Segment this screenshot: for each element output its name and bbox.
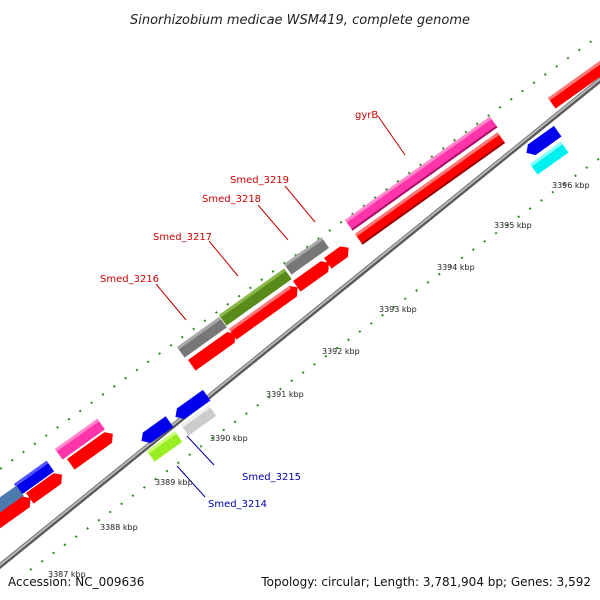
gene-label-gyrB[interactable]: gyrB [355,110,378,121]
gene-features [0,57,600,532]
gene-feature-red-small-1[interactable] [324,243,353,269]
gene-feature-red-top-right[interactable] [548,57,600,109]
gene-label-smed-3216[interactable]: Smed_3216 [100,274,159,285]
gene-feature-smed-3216[interactable] [177,316,227,358]
lower-scale-dots [29,157,600,571]
gene-feature-steelblue-edge[interactable] [0,485,24,514]
gene-feature-smed-3215[interactable] [172,389,211,423]
genome-backbone [0,76,600,570]
gene-feature-red-left-3[interactable] [0,493,35,532]
gene-labels: gyrB Smed_3219 Smed_3218 Smed_3217 Smed_… [100,110,378,510]
gene-feature-red-near-3392[interactable] [188,329,240,371]
accession-text: Accession: NC_009636 [8,575,144,589]
gene-label-smed-3214[interactable]: Smed_3214 [208,499,267,510]
tick-label-3389: 3389 kbp [155,478,193,487]
gene-feature-red-mid[interactable] [229,283,302,340]
gene-label-smed-3217[interactable]: Smed_3217 [153,232,212,243]
topology-text: Topology: circular; Length: 3,781,904 bp… [260,575,591,589]
tick-label-3396: 3396 kbp [552,181,590,190]
upper-scale-dots [0,34,600,470]
gene-feature-smed-3218[interactable] [219,268,292,326]
map-title: Sinorhizobium medicae WSM419, complete g… [130,13,470,28]
gene-feature-red-small-2[interactable] [293,258,333,292]
tick-label-3391: 3391 kbp [266,390,304,399]
tick-label-3390: 3390 kbp [210,434,248,443]
gene-label-smed-3219[interactable]: Smed_3219 [230,175,289,186]
tick-label-3394: 3394 kbp [437,263,475,272]
gene-feature-red-left-1[interactable] [67,429,117,470]
tick-label-3387: 3387 kbp [48,570,86,579]
gene-feature-smed-3214[interactable] [138,416,174,446]
tick-labels: 3387 kbp 3388 kbp 3389 kbp 3390 kbp 3391… [48,181,590,579]
tick-label-3388: 3388 kbp [100,523,138,532]
gene-feature-blue-left[interactable] [14,460,55,495]
tick-label-3395: 3395 kbp [494,221,532,230]
tick-label-3392: 3392 kbp [322,347,360,356]
leader-lines [155,115,406,498]
gene-label-smed-3215[interactable]: Smed_3215 [242,472,301,483]
gene-feature-red-gyrB-lower[interactable] [355,132,506,245]
gene-label-smed-3218[interactable]: Smed_3218 [202,194,261,205]
gene-feature-smed-3219[interactable] [284,237,329,275]
gene-feature-blue-right[interactable] [523,125,562,159]
gene-feature-lime[interactable] [147,431,183,462]
gene-feature-cyan-right[interactable] [530,141,569,175]
tick-label-3393: 3393 kbp [379,305,417,314]
gene-feature-magenta-left[interactable] [54,418,105,460]
gene-feature-red-left-2[interactable] [26,470,66,504]
gene-feature-lightgray[interactable] [181,405,217,436]
gene-feature-gyrB[interactable] [345,116,498,231]
